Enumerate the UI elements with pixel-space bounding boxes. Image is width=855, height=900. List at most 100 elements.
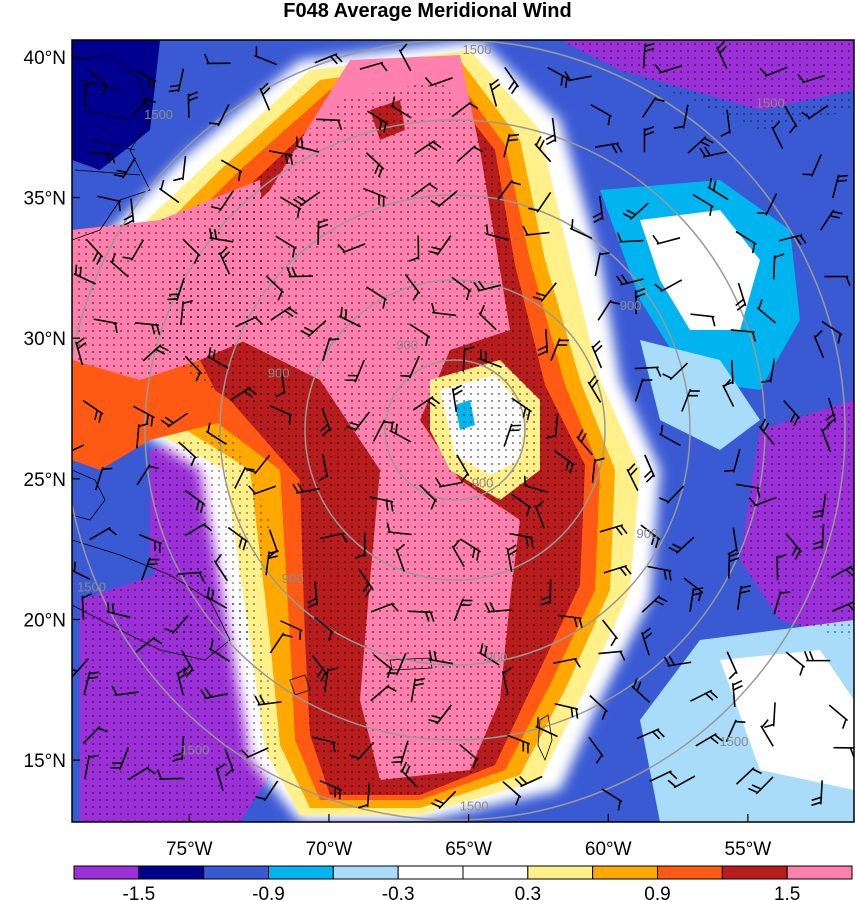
range-ring-label: 1500 — [463, 42, 492, 57]
wind-barb — [412, 396, 441, 411]
wind-barb — [72, 444, 85, 452]
colorbar-swatch — [73, 865, 140, 880]
wind-barb — [387, 652, 407, 676]
wind-barb — [265, 275, 285, 301]
wind-barb — [497, 179, 521, 201]
wind-barb — [695, 733, 724, 747]
wind-barb — [813, 329, 825, 358]
contour-labels: 1500 1500 1500 900 900 900 900 900 900 900 1500 150… — [77, 42, 785, 814]
wind-barb — [622, 202, 649, 220]
wind-barb — [456, 454, 470, 483]
colorbar-tick-label: -0.3 — [382, 884, 415, 900]
wind-barb — [735, 483, 761, 498]
wind-barb — [681, 388, 700, 412]
range-ring-label: 900 — [472, 475, 494, 490]
wind-barb — [634, 366, 662, 377]
wind-barb — [503, 133, 520, 158]
wind-barb — [135, 321, 161, 335]
wind-barb — [641, 627, 653, 656]
wind-barb — [370, 602, 399, 613]
wind-barb — [590, 103, 612, 126]
colorbar-swatch — [786, 865, 853, 880]
colorbar-tick-label: -0.9 — [252, 884, 285, 900]
wind-barb — [366, 110, 389, 133]
wind-barb — [730, 329, 757, 342]
wind-barb — [654, 64, 683, 74]
wind-barb — [820, 209, 843, 231]
wind-barb — [265, 550, 279, 576]
wind-barb — [134, 69, 157, 91]
wind-barb — [110, 747, 130, 770]
wind-barb — [758, 418, 775, 446]
wind-barb — [528, 192, 552, 213]
wind-barb — [594, 142, 623, 154]
wind-barb — [643, 454, 656, 483]
wind-barb — [81, 593, 92, 620]
wind-barb — [139, 534, 162, 553]
wind-barb — [634, 378, 653, 402]
wind-barb — [316, 118, 343, 131]
wind-barb — [662, 362, 689, 381]
wind-barb — [311, 654, 328, 682]
wind-barb — [478, 349, 502, 369]
wind-barb — [248, 485, 277, 495]
wind-barb — [355, 532, 366, 559]
wind-barb — [362, 187, 386, 207]
wind-barb — [200, 688, 228, 700]
wind-barb — [275, 235, 297, 258]
x-tick-label: 60°W — [585, 839, 632, 860]
wind-barb — [177, 571, 205, 582]
wind-barb — [97, 195, 122, 212]
wind-barb — [128, 766, 156, 781]
wind-barb — [75, 337, 87, 366]
wind-barb — [720, 109, 731, 137]
y-tick-label: 25°N — [24, 470, 66, 491]
wind-barb — [204, 53, 231, 65]
range-ring-label: 900 — [282, 571, 304, 586]
wind-barb — [649, 770, 678, 783]
wind-barb — [692, 193, 714, 216]
range-ring-label: 900 — [636, 526, 658, 541]
range-ring-label: 1500 — [756, 96, 785, 111]
range-ring-label: 900 — [486, 650, 508, 665]
wind-barb — [591, 340, 603, 369]
wind-barb — [85, 238, 104, 265]
wind-barb — [451, 384, 463, 413]
wind-barb — [435, 477, 463, 488]
wind-barb — [773, 590, 791, 615]
wind-barb — [547, 66, 570, 89]
wind-barb — [254, 46, 278, 66]
range-ring-label: 900 — [396, 337, 418, 352]
wind-barb — [462, 346, 475, 372]
wind-barb — [168, 68, 185, 93]
wind-barb — [234, 466, 255, 489]
wind-barb — [337, 243, 366, 254]
wind-barb — [391, 740, 409, 764]
wind-barb — [84, 81, 95, 108]
wind-barb — [636, 728, 665, 740]
wind-barb — [598, 650, 626, 661]
wind-barb — [456, 145, 484, 163]
wind-barb — [647, 565, 672, 581]
wind-barb — [503, 423, 522, 447]
wind-barb — [453, 598, 473, 622]
wind-barb — [756, 193, 778, 216]
wind-barb — [658, 485, 685, 504]
wind-barb — [658, 424, 681, 447]
wind-barb — [390, 96, 412, 119]
y-tick-label: 40°N — [24, 48, 66, 69]
wind-barb — [489, 78, 501, 107]
colorbar-swatch — [397, 865, 464, 880]
wind-barb — [509, 532, 534, 548]
wind-barb — [94, 466, 113, 491]
wind-barb — [506, 544, 518, 573]
wind-barb — [295, 136, 320, 153]
wind-barb — [831, 174, 849, 199]
wind-barb — [93, 318, 118, 334]
stippling — [72, 40, 854, 822]
wind-barb — [689, 587, 704, 612]
wind-barb — [286, 266, 313, 278]
wind-barb — [756, 299, 777, 324]
colorbar-tick-label: 1.5 — [774, 884, 800, 900]
wind-barb — [359, 61, 388, 72]
